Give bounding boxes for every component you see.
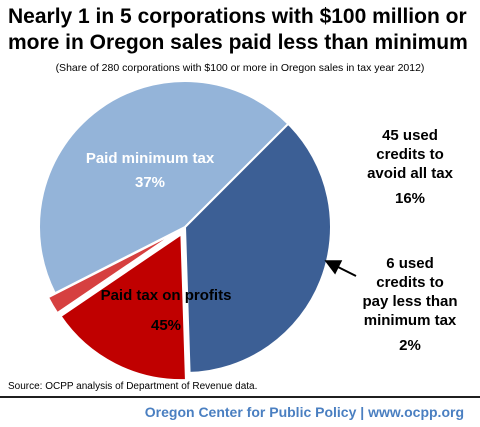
slice-label-line: pay less than: [362, 293, 457, 310]
footer-credit: Oregon Center for Public Policy | www.oc…: [145, 404, 464, 420]
footer-site[interactable]: www.ocpp.org: [368, 404, 464, 420]
label-pay-less-than-minimum: 6 used credits to pay less than minimum tax…: [362, 255, 457, 354]
label-paid-tax-on-profits: Paid tax on profits 45%: [101, 287, 232, 334]
source-note: Source: OCPP analysis of Department of R…: [8, 381, 258, 392]
pie-labels: Paid minimum tax 37% 45 used credits to avoi…: [86, 127, 458, 354]
footer-separator: |: [360, 404, 365, 420]
slice-label-line: minimum tax: [364, 312, 457, 329]
slice-label-line: 45 used: [382, 127, 438, 144]
slice-label-line: Paid tax on profits: [101, 287, 232, 304]
pie-slices: [38, 80, 332, 382]
callout-arrow: [324, 260, 357, 277]
slice-value-label: 16%: [395, 190, 425, 207]
slice-value-label: 45%: [151, 317, 181, 334]
label-avoid-all-tax: 45 used credits to avoid all tax 16%: [367, 127, 454, 207]
footer-divider: [0, 396, 480, 398]
chart-title: Nearly 1 in 5 corporations with $100 mil…: [8, 4, 474, 56]
slice-value-label: 37%: [135, 174, 165, 191]
chart-subtitle: (Share of 280 corporations with $100 or …: [55, 62, 425, 74]
slice-paid-tax-on-profits: [38, 80, 290, 295]
slice-label-line: avoid all tax: [367, 165, 454, 182]
chart-title-line-1: Nearly 1 in 5 corporations with $100 mil…: [8, 5, 467, 28]
slice-value-label: 2%: [399, 337, 421, 354]
slice-paid-minimum-tax: [183, 122, 332, 374]
slice-label-line: Paid minimum tax: [86, 150, 215, 167]
label-paid-minimum-tax: Paid minimum tax 37%: [86, 150, 215, 191]
slice-pay-less-than-minimum: [46, 230, 179, 315]
footer-org: Oregon Center for Public Policy: [144, 404, 357, 420]
slice-label-line: credits to: [376, 146, 444, 163]
chart-title-line-2: more in Oregon sales paid less than mini…: [8, 31, 468, 54]
slice-label-line: credits to: [376, 274, 444, 291]
slice-label-line: 6 used: [386, 255, 434, 272]
slice-avoid-all-tax: [59, 232, 187, 382]
